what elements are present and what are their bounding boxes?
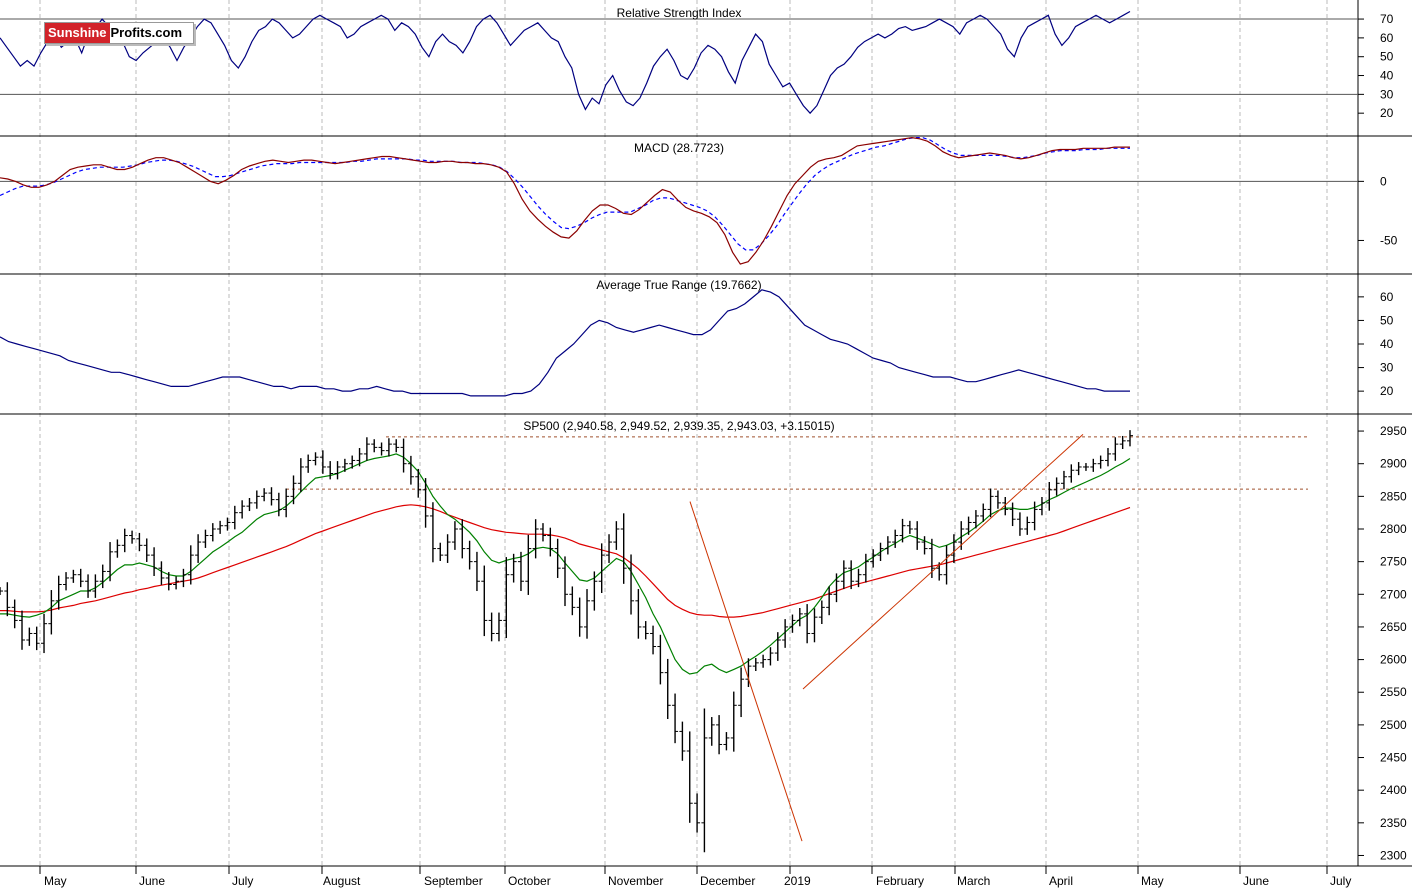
rsi-title: Relative Strength Index [617,6,742,20]
x-axis: May June July August September October Novembe… [39,866,1351,888]
macd-title: MACD (28.7723) [634,141,724,155]
macd-signal-line [0,137,1130,251]
price-y-tick-label: 2450 [1380,751,1407,765]
rsi-y-tick-label: 50 [1380,50,1394,64]
x-tick-label: 2019 [784,874,811,888]
price-panel: 2300 2350 2400 2450 2500 2550 2600 2650 2700 2750… [0,419,1407,862]
atr-y-tick-label: 40 [1380,337,1394,351]
rsi-y-tick-label: 70 [1380,12,1394,26]
x-tick-label: May [44,874,67,888]
price-y-tick-label: 2700 [1380,587,1407,601]
price-y-tick-label: 2600 [1380,653,1407,667]
price-y-tick-label: 2950 [1380,424,1407,438]
x-tick-label: May [1141,874,1164,888]
price-y-tick-label: 2850 [1380,489,1407,503]
x-tick-label: November [608,874,663,888]
macd-y-tick-label: -50 [1380,233,1398,247]
atr-y-tick-label: 20 [1380,384,1394,398]
atr-line [0,289,1130,397]
x-tick-label: April [1049,874,1073,888]
x-tick-label: June [139,874,165,888]
x-tick-label: February [876,874,924,888]
atr-title: Average True Range (19.7662) [596,278,761,292]
panel-borders [0,0,1412,867]
downtrend-line [689,501,803,842]
atr-y-tick-label: 30 [1380,361,1394,375]
rsi-y-tick-label: 40 [1380,69,1394,83]
price-y-tick-label: 2400 [1380,783,1407,797]
rsi-y-tick-label: 20 [1380,106,1394,120]
macd-line [0,136,1130,265]
rsi-y-tick-label: 60 [1380,31,1394,45]
x-tick-label: March [957,874,990,888]
price-y-tick-label: 2300 [1380,848,1407,862]
price-y-tick-label: 2550 [1380,685,1407,699]
x-tick-label: August [323,874,361,888]
macd-panel: 0 -50 MACD (28.7723) [0,136,1398,265]
atr-panel: 20 30 40 50 60 Average True Range (19.7662) [0,278,1394,398]
x-tick-label: June [1243,874,1269,888]
rsi-panel: 20 30 40 50 60 70 Relative Strength Index [0,6,1394,120]
price-y-tick-label: 2650 [1380,620,1407,634]
macd-y-tick-label: 0 [1380,174,1387,188]
logo-part1: Sunshine [45,23,110,43]
x-tick-label: July [1330,874,1351,888]
x-tick-label: October [508,874,551,888]
sunshine-profits-logo: Sunshine Profits.com [44,22,194,44]
atr-y-tick-label: 60 [1380,290,1394,304]
price-y-tick-label: 2750 [1380,555,1407,569]
sma200-line [0,504,1131,618]
price-title: SP500 (2,940.58, 2,949.52, 2,939.35, 2,9… [523,419,834,433]
price-y-tick-label: 2500 [1380,718,1407,732]
x-tick-label: July [232,874,253,888]
uptrend-line [802,433,1084,690]
x-tick-label: December [700,874,755,888]
price-y-tick-label: 2800 [1380,522,1407,536]
x-tick-label: September [424,874,483,888]
price-y-tick-label: 2350 [1380,816,1407,830]
atr-y-tick-label: 50 [1380,313,1394,327]
rsi-y-tick-label: 30 [1380,87,1394,101]
vertical-grid [39,0,1328,866]
logo-part2: Profits.com [110,25,183,40]
price-y-tick-label: 2900 [1380,457,1407,471]
